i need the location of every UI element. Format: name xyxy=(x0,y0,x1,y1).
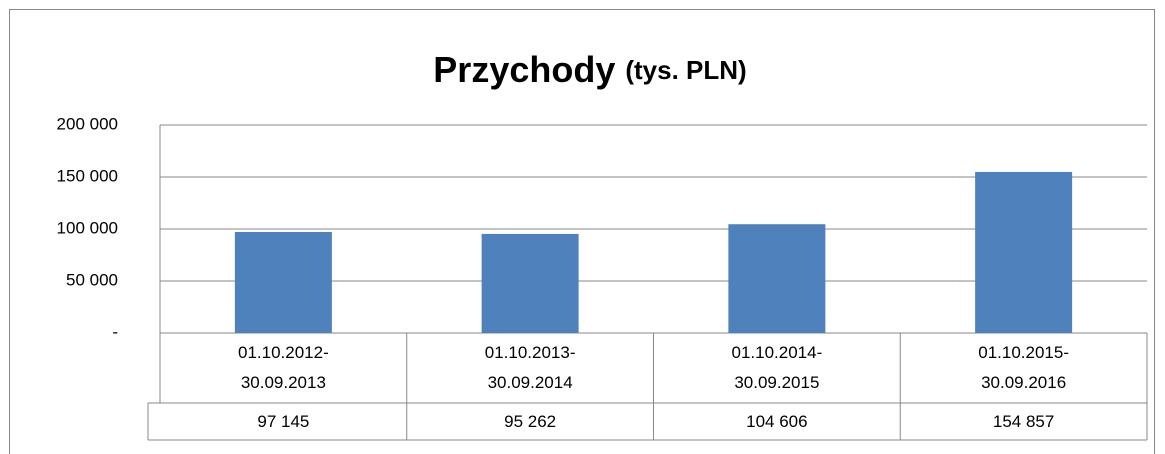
value-label-text: 104 606 xyxy=(746,411,808,431)
y-tick-label: - xyxy=(112,322,118,341)
value-label-text: 95 262 xyxy=(504,411,557,431)
category-label-text: 01.10.2013-30.09.2014 xyxy=(484,343,576,392)
category-label: 01.10.2014-30.09.2015 xyxy=(654,333,901,403)
category-label-text: 01.10.2012-30.09.2013 xyxy=(238,343,329,392)
y-tick-label: 100 000 xyxy=(57,218,118,237)
value-label-text: 154 857 xyxy=(992,411,1055,431)
category-label: 01.10.2013-30.09.2014 xyxy=(407,333,654,403)
bar xyxy=(728,224,826,333)
chart-subtitle: (tys. PLN) xyxy=(625,55,746,85)
value-label: 154 857 xyxy=(900,403,1147,440)
value-label: 95 262 xyxy=(407,403,654,440)
chart-title: Przychody xyxy=(433,49,615,90)
bar xyxy=(481,233,579,333)
y-tick-label: 200 000 xyxy=(57,114,118,133)
category-label-text: 01.10.2015-30.09.2016 xyxy=(978,343,1069,392)
value-label: 97 145 xyxy=(160,403,407,440)
bar xyxy=(975,171,1073,333)
category-label: 01.10.2015-30.09.2016 xyxy=(900,333,1147,403)
category-label: 01.10.2012-30.09.2013 xyxy=(160,333,407,403)
bar xyxy=(234,231,332,333)
chart-border xyxy=(9,9,1155,454)
value-label: 104 606 xyxy=(654,403,901,440)
category-label-text: 01.10.2014-30.09.2015 xyxy=(731,343,823,392)
y-tick-label: 50 000 xyxy=(66,270,118,289)
value-label-text: 97 145 xyxy=(257,411,310,431)
y-tick-label: 150 000 xyxy=(57,166,118,185)
chart-title-group: Przychody (tys. PLN) xyxy=(433,49,746,90)
